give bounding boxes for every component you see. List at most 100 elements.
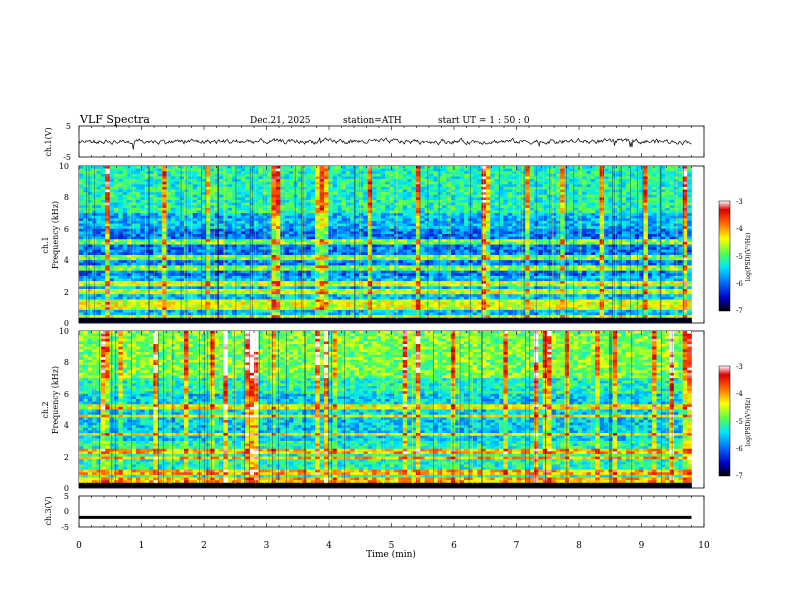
spectrogram-cell	[590, 176, 596, 180]
spectrogram-cell	[166, 207, 172, 211]
spectrogram-cell	[166, 189, 172, 193]
spectrogram-cell	[516, 254, 522, 258]
spectrogram-cell	[219, 236, 224, 240]
spectrogram-cell	[363, 249, 369, 253]
spectrogram-cell	[372, 228, 377, 232]
spectrogram-cell	[468, 228, 474, 232]
spectrogram-cell	[529, 236, 535, 240]
spectrogram-cell	[376, 231, 382, 235]
spectrogram-cell	[590, 171, 596, 175]
spectrogram-cell	[232, 234, 237, 237]
spectrogram-cell	[87, 207, 93, 211]
spectrogram-cell	[210, 205, 215, 209]
spectrogram-cell	[595, 197, 600, 201]
spectrogram-cell	[547, 171, 552, 175]
spectrogram-cell	[665, 184, 670, 188]
spectrogram-cell	[289, 197, 294, 201]
spectrogram-cell	[363, 257, 369, 261]
spectrogram-cell	[420, 231, 425, 235]
spectrogram-cell	[499, 252, 504, 256]
spectrogram-cell	[682, 226, 688, 230]
spectrogram-cell	[310, 249, 316, 253]
spectrogram-cell	[236, 241, 242, 245]
spectrogram-cell	[625, 176, 631, 180]
spectrogram-cell	[551, 218, 557, 222]
spectrogram-cell	[468, 247, 474, 251]
spectrogram-cell	[332, 228, 338, 232]
spectrogram-cell	[678, 244, 684, 248]
spectrogram-cell	[617, 249, 622, 253]
spectrogram-cell	[485, 200, 491, 203]
spectrogram-cell	[442, 200, 447, 203]
spectrogram-cell	[350, 239, 355, 243]
spectrogram-cell	[363, 168, 369, 172]
ch1-waveform-panel: 5 -5 ch.1(V)	[44, 122, 705, 162]
spectrogram-cell	[245, 231, 250, 235]
spectrogram-cell	[192, 239, 198, 243]
spectrogram-cell	[122, 252, 128, 256]
spectrogram-cell	[306, 197, 312, 201]
spectrogram-cell	[337, 220, 342, 224]
spectrogram-cell	[490, 239, 495, 243]
spectrogram-cell	[188, 239, 194, 243]
spectrogram-cell	[258, 254, 264, 258]
spectrogram-cell	[175, 249, 180, 253]
spectrogram-cell	[354, 171, 360, 175]
spectrogram-cell	[79, 213, 84, 217]
spectrogram-cell	[564, 252, 570, 256]
spectrogram-cell	[297, 244, 303, 248]
spectrogram-cell	[459, 176, 465, 180]
spectrogram-cell	[380, 207, 386, 211]
spectrogram-cell	[258, 173, 264, 177]
spectrogram-cell	[210, 231, 215, 235]
spectrogram-cell	[481, 189, 487, 193]
spectrogram-cell	[389, 213, 395, 217]
spectrogram-cell	[249, 228, 255, 232]
spectrogram-cell	[639, 205, 644, 209]
spectrogram-cell	[385, 168, 390, 172]
spectrogram-cell	[188, 181, 194, 185]
spectrogram-cell	[245, 228, 250, 232]
spectrogram-cell	[315, 166, 320, 169]
spectrogram-cell	[512, 194, 517, 198]
spectrogram-cell	[232, 202, 237, 206]
spectrogram-cell	[162, 194, 167, 198]
spectrogram-cell	[306, 247, 312, 251]
spectrogram-cell	[297, 226, 303, 230]
spectrogram-cell	[503, 234, 509, 237]
spectrogram-cell	[420, 189, 425, 193]
spectrogram-cell	[144, 241, 150, 245]
spectrogram-cell	[223, 228, 229, 232]
spectrogram-cell	[464, 226, 469, 230]
spectrogram-cell	[385, 202, 390, 206]
spectrogram-cell	[608, 223, 614, 227]
spectrogram-cell	[109, 257, 115, 261]
spectrogram-cell	[499, 207, 504, 211]
spectrogram-cell	[652, 220, 657, 224]
spectrogram-cell	[481, 254, 487, 258]
spectrogram-cell	[179, 192, 185, 196]
spectrogram-cell	[687, 207, 692, 211]
spectrogram-cell	[586, 241, 592, 245]
spectrogram-cell	[586, 181, 592, 185]
spectrogram-cell	[354, 223, 360, 227]
spectrogram-cell	[665, 173, 670, 177]
spectrogram-cell	[687, 236, 692, 240]
spectrogram-cell	[192, 173, 198, 177]
spectrogram-cell	[407, 213, 412, 217]
spectrogram-cell	[332, 241, 338, 245]
spectrogram-cell	[122, 241, 128, 245]
spectrogram-cell	[604, 171, 609, 175]
spectrogram-cell	[652, 184, 657, 188]
spectrogram-cell	[625, 244, 631, 248]
spectrogram-cell	[87, 168, 93, 172]
spectrogram-cell	[547, 202, 552, 206]
spectrogram-cell	[297, 194, 303, 198]
spectrogram-cell	[157, 257, 163, 261]
spectrogram-cell	[472, 239, 478, 243]
spectrogram-cell	[109, 226, 115, 230]
spectrogram-cell	[604, 215, 609, 219]
spectrogram-cell	[267, 168, 272, 172]
spectrogram-cell	[245, 215, 250, 219]
spectrogram-cell	[612, 194, 618, 198]
